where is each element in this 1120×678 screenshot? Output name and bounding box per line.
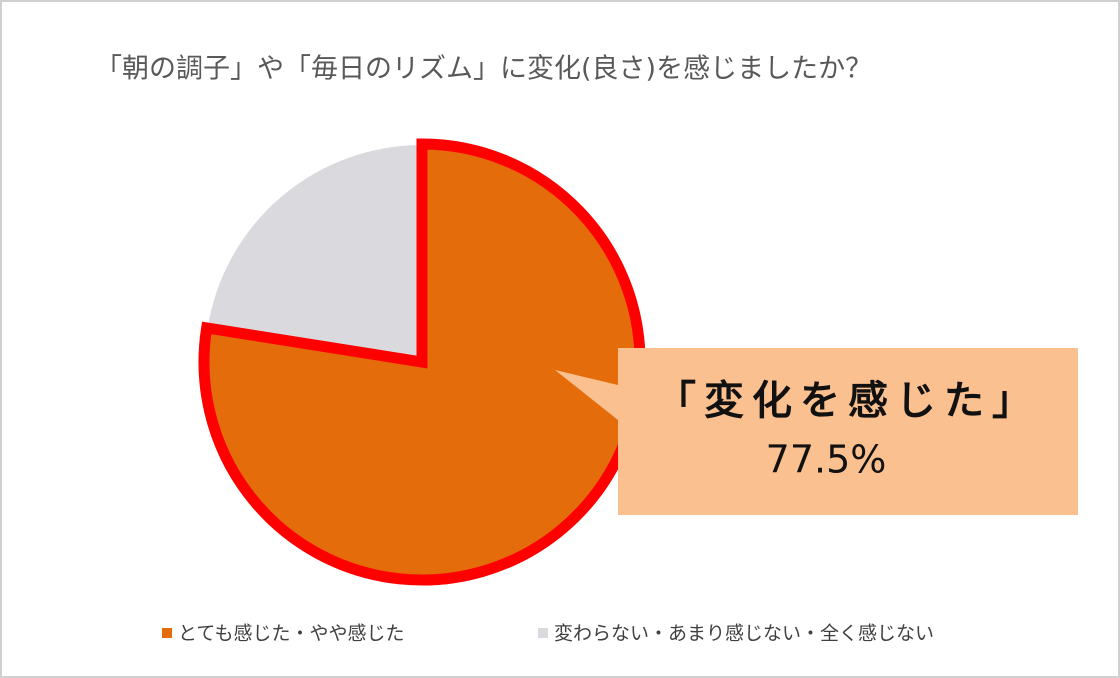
chart-title: 「朝の調子」や「毎日のリズム」に変化(良さ)を感じましたか？ [95, 54, 872, 85]
legend-label: 変わらない・あまり感じない・全く感じない [554, 623, 934, 645]
callout-box [555, 348, 1078, 515]
pie-slice [205, 142, 423, 364]
legend-swatch [538, 628, 548, 638]
data-label: 77.5% [766, 438, 887, 482]
callout-title: 「変化を感じた」 [656, 378, 1040, 424]
pie-slice [198, 138, 646, 586]
legend-label: とても感じた・やや感じた [178, 623, 404, 645]
legend-swatch [162, 628, 172, 638]
